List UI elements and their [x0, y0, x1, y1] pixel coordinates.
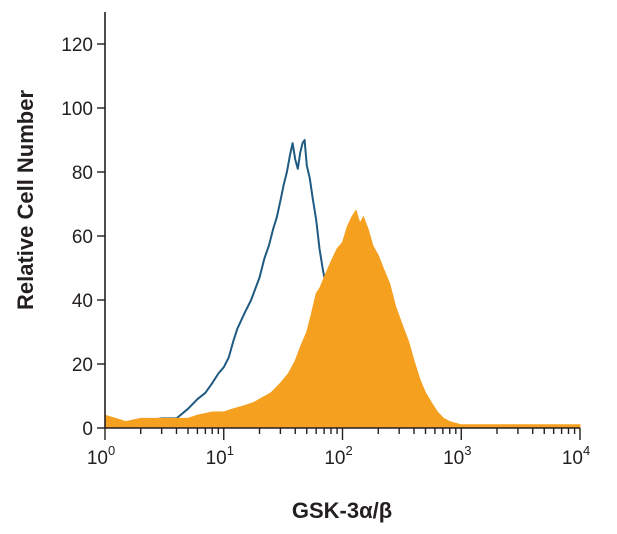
y-tick-label: 0 [82, 419, 93, 440]
x-axis-title: GSK-3α/β [292, 498, 392, 523]
y-tick-label: 40 [72, 291, 93, 312]
y-tick-label: 120 [61, 35, 93, 56]
histogram-filled-series-1 [104, 209, 581, 429]
y-ticks: 0 20 40 60 80 100 120 [61, 35, 105, 440]
y-tick-label: 100 [61, 99, 93, 120]
x-tick-label: 101 [206, 443, 234, 469]
y-tick-label: 60 [72, 227, 93, 248]
y-tick-label: 20 [72, 355, 93, 376]
x-tick-label: 103 [443, 443, 471, 469]
x-tick-label: 102 [324, 443, 352, 469]
x-tick-label: 104 [562, 443, 590, 469]
y-axis-title: Relative Cell Number [13, 90, 38, 311]
y-tick-label: 80 [72, 163, 93, 184]
x-ticks: 100 101 102 103 104 [87, 428, 590, 469]
series-layer [104, 139, 581, 429]
x-tick-label: 100 [87, 443, 115, 469]
